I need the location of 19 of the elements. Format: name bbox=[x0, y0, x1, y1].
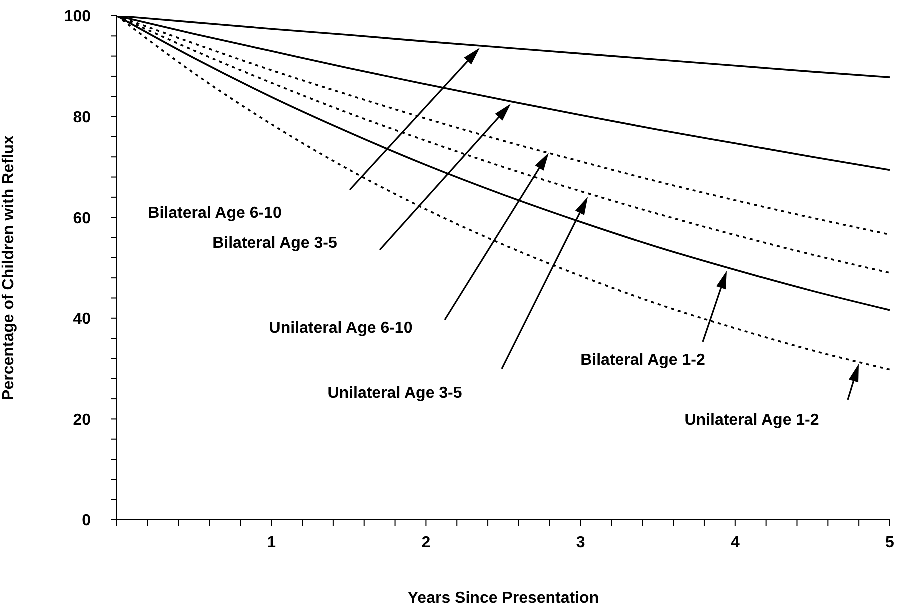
x-axis-title: Years Since Presentation bbox=[408, 590, 600, 605]
annotation: Unilateral Age 3-5 bbox=[328, 385, 462, 402]
annotation: Unilateral Age 1-2 bbox=[684, 412, 820, 429]
y-tick-label: 0 bbox=[82, 512, 92, 530]
y-tick-label: 60 bbox=[73, 210, 92, 228]
y-tick-label: 20 bbox=[73, 412, 92, 429]
x-tick-label: 5 bbox=[886, 534, 895, 552]
y-tick-label: 40 bbox=[73, 311, 92, 328]
y-tick-label: 100 bbox=[64, 8, 92, 26]
x-tick-label: 1 bbox=[267, 534, 276, 552]
annotation: Bilateral Age 6-10 bbox=[148, 205, 282, 222]
y-axis-title: Percentage of Children with Reflux bbox=[0, 135, 18, 400]
x-tick-label: 2 bbox=[422, 534, 431, 552]
annotation: Bilateral Age 3-5 bbox=[212, 235, 338, 252]
annotation: Bilateral Age 1-2 bbox=[580, 352, 706, 369]
annotation: Unilateral Age 6-10 bbox=[269, 320, 413, 337]
x-tick-label: 3 bbox=[576, 534, 586, 552]
y-tick-label: 80 bbox=[73, 109, 92, 126]
x-tick-label: 4 bbox=[730, 534, 740, 552]
